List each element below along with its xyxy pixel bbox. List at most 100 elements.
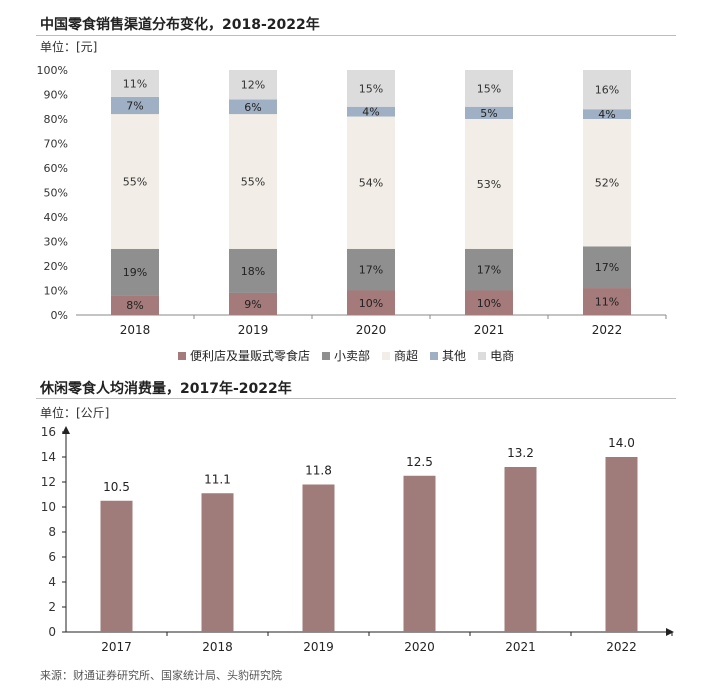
data-label: 7% bbox=[126, 100, 143, 113]
legend-item-small-shop: 小卖部 bbox=[322, 347, 370, 364]
legend-swatch-small-shop bbox=[322, 351, 331, 360]
x-tick-label: 2018 bbox=[120, 323, 151, 337]
data-label: 6% bbox=[244, 101, 261, 114]
bar-segment bbox=[229, 70, 277, 100]
chart2-bar-chart: 0 2 4 6 8 10 12 14 16 10.5 2017 11.1 2018 11.8 2019 12.… bbox=[41, 425, 674, 654]
legend-item-supermarket: 商超 bbox=[382, 347, 418, 364]
y-tick-label: 90% bbox=[44, 89, 68, 102]
y-tick-label: 8 bbox=[48, 525, 56, 539]
legend-swatch-convenience bbox=[178, 351, 186, 360]
data-label: 15% bbox=[359, 82, 383, 95]
y-tick-label: 40% bbox=[44, 211, 68, 224]
data-label: 4% bbox=[362, 106, 379, 119]
bar bbox=[403, 475, 436, 632]
legend-item-convenience: 便利店及量贩式零食店 bbox=[178, 347, 310, 364]
bar-segment bbox=[229, 248, 277, 293]
data-label: 11% bbox=[595, 296, 619, 309]
data-label: 8% bbox=[126, 299, 143, 312]
data-label: 13.2 bbox=[507, 446, 534, 460]
y-tick-label: 0 bbox=[48, 625, 56, 639]
y-tick-label: 10% bbox=[44, 285, 68, 298]
data-label: 4% bbox=[598, 108, 615, 121]
bar-segment bbox=[583, 246, 631, 289]
bar-segment bbox=[465, 106, 513, 119]
x-tick-label: 2022 bbox=[606, 640, 637, 654]
y-tick-label: 0% bbox=[51, 309, 68, 322]
data-label: 53% bbox=[477, 178, 501, 191]
y-tick-label: 50% bbox=[44, 187, 68, 200]
legend-item-ecommerce: 电商 bbox=[478, 347, 514, 364]
data-label: 19% bbox=[123, 266, 147, 279]
y-tick-label: 12 bbox=[41, 475, 56, 489]
data-label: 12% bbox=[241, 79, 265, 92]
x-axis-arrow-icon bbox=[666, 628, 674, 636]
bar-segment bbox=[583, 119, 631, 247]
y-tick-label: 6 bbox=[48, 550, 56, 564]
chart1-unit: 单位：[元] bbox=[40, 40, 98, 54]
x-tick-label: 2018 bbox=[202, 640, 233, 654]
data-label: 12.5 bbox=[406, 455, 433, 469]
data-label: 11.8 bbox=[305, 464, 332, 478]
x-tick-label: 2020 bbox=[356, 323, 387, 337]
y-tick-label: 30% bbox=[44, 236, 68, 249]
bar-segment bbox=[111, 295, 159, 315]
x-tick-label: 2020 bbox=[404, 640, 435, 654]
data-label: 15% bbox=[477, 82, 501, 95]
y-tick-label: 100% bbox=[37, 64, 68, 77]
chart1-title: 中国零食销售渠道分布变化，2018-2022年 bbox=[40, 17, 320, 33]
bar-segment bbox=[347, 248, 395, 291]
bar-segment bbox=[111, 114, 159, 249]
x-tick-label: 2021 bbox=[505, 640, 536, 654]
bar-segment bbox=[347, 116, 395, 249]
bar-segment bbox=[583, 109, 631, 119]
legend-swatch-supermarket bbox=[382, 351, 391, 360]
data-label: 18% bbox=[241, 265, 265, 278]
chart1-title-rule bbox=[36, 35, 676, 36]
bar-segment bbox=[465, 70, 513, 107]
data-label: 10.5 bbox=[103, 480, 130, 494]
data-label: 10% bbox=[477, 297, 501, 310]
data-label: 16% bbox=[595, 84, 619, 97]
y-tick-label: 16 bbox=[41, 425, 56, 439]
bar-segment bbox=[111, 70, 159, 97]
bar-segment bbox=[229, 99, 277, 115]
data-label: 5% bbox=[480, 107, 497, 120]
bar-segment bbox=[583, 70, 631, 110]
data-label: 9% bbox=[244, 298, 261, 311]
legend-label-small-shop: 小卖部 bbox=[334, 349, 371, 363]
bar-segment bbox=[347, 70, 395, 107]
bar bbox=[201, 493, 234, 632]
bar-segment bbox=[111, 96, 159, 115]
chart1-stacked-bar-chart: 0% 10% 20% 30% 40% 50% 60% 70% 80% 90% 100% 8% 19% 55… bbox=[37, 64, 667, 337]
legend-swatch-ecommerce bbox=[478, 351, 487, 360]
x-tick-label: 2017 bbox=[101, 640, 132, 654]
legend-label-supermarket: 商超 bbox=[394, 349, 419, 363]
bar-segment bbox=[111, 248, 159, 296]
data-label: 55% bbox=[241, 175, 265, 188]
legend-item-other: 其他 bbox=[430, 347, 466, 364]
bar-segment bbox=[347, 106, 395, 117]
bar-segment bbox=[465, 290, 513, 315]
data-label: 17% bbox=[359, 264, 383, 277]
chart1-legend: 便利店及量贩式零食店 小卖部 商超 其他 电商 bbox=[178, 347, 514, 364]
x-tick-label: 2021 bbox=[474, 323, 505, 337]
y-tick-label: 60% bbox=[44, 162, 68, 175]
y-tick-label: 4 bbox=[48, 575, 56, 589]
bar bbox=[605, 457, 638, 632]
data-label: 54% bbox=[359, 177, 383, 190]
bar bbox=[302, 484, 335, 632]
chart2-title: 休闲零食人均消费量，2017年-2022年 bbox=[40, 381, 292, 397]
y-tick-label: 20% bbox=[44, 260, 68, 273]
legend-swatch-other bbox=[430, 351, 439, 360]
x-tick-label: 2019 bbox=[238, 323, 269, 337]
y-tick-label: 80% bbox=[44, 113, 68, 126]
bar bbox=[504, 467, 537, 632]
y-tick-label: 10 bbox=[41, 500, 56, 514]
data-label: 14.0 bbox=[608, 436, 635, 450]
x-tick-label: 2022 bbox=[592, 323, 623, 337]
chart2-title-rule bbox=[36, 398, 676, 399]
y-tick-label: 14 bbox=[41, 450, 56, 464]
data-label: 52% bbox=[595, 177, 619, 190]
bar-segment bbox=[347, 290, 395, 315]
y-tick-label: 70% bbox=[44, 138, 68, 151]
